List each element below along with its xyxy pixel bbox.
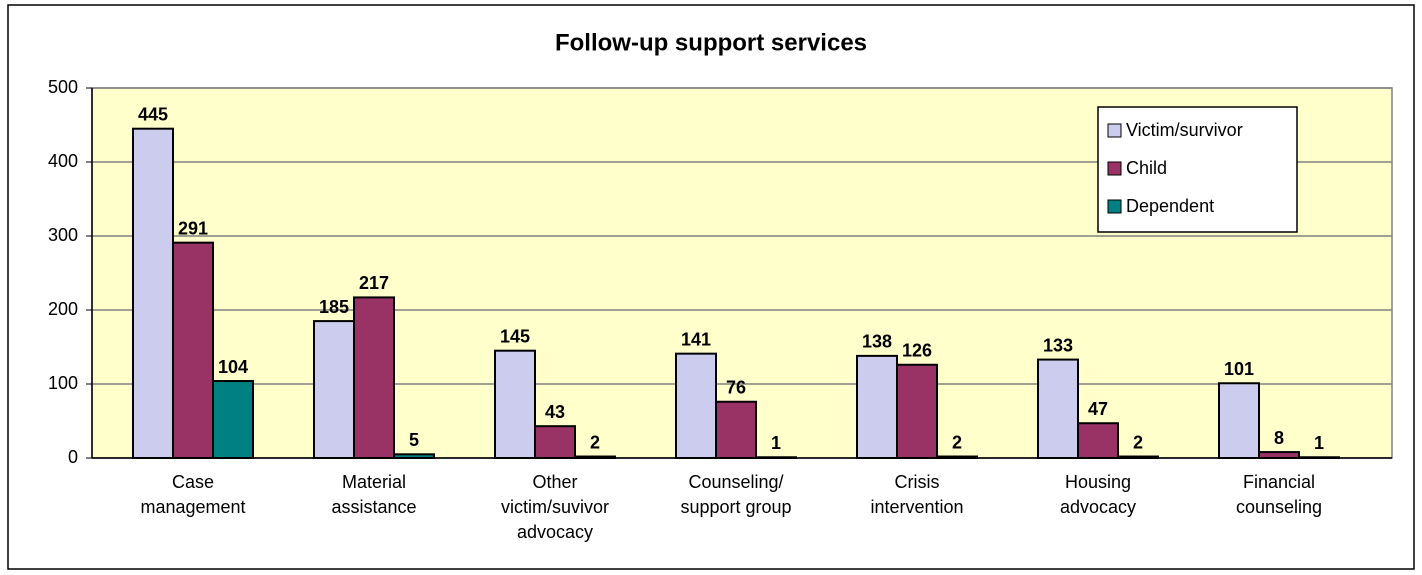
value-label: 47: [1088, 399, 1108, 419]
value-label: 141: [681, 329, 711, 349]
legend-label: Victim/survivor: [1126, 120, 1243, 140]
y-tick-label: 500: [48, 77, 78, 97]
bar: [494, 349, 536, 460]
value-label: 8: [1274, 428, 1284, 448]
legend-label: Child: [1126, 158, 1167, 178]
bar: [132, 127, 174, 459]
x-tick-label: Housing advocacy: [1059, 472, 1137, 517]
bar: [353, 296, 395, 460]
legend-label: Dependent: [1126, 196, 1214, 216]
bar: [534, 425, 576, 459]
value-label: 445: [138, 104, 168, 124]
bar: [393, 453, 435, 459]
bar: [936, 455, 978, 459]
value-label: 126: [902, 341, 932, 361]
value-label: 2: [1133, 432, 1143, 452]
value-label: 291: [178, 218, 208, 238]
value-label: 101: [1224, 359, 1254, 379]
y-tick-label: 100: [48, 373, 78, 393]
bar: [856, 354, 898, 460]
value-label: 5: [409, 430, 419, 450]
value-label: 133: [1043, 335, 1073, 355]
value-label: 43: [545, 402, 565, 422]
value-label: 217: [359, 273, 389, 293]
bar: [1077, 422, 1119, 459]
bar: [755, 456, 797, 460]
x-tick-label: Counseling/ support group: [680, 472, 792, 517]
chart-title: Follow-up support services: [555, 29, 867, 56]
value-label: 1: [1314, 433, 1324, 453]
bar: [313, 320, 355, 459]
value-label: 145: [500, 326, 530, 346]
value-label: 76: [726, 378, 746, 398]
y-tick-label: 300: [48, 225, 78, 245]
bar: [172, 241, 214, 459]
bar: [212, 380, 254, 460]
bar: [715, 400, 757, 460]
value-label: 185: [319, 297, 349, 317]
legend-swatch: [1107, 199, 1122, 214]
value-label: 104: [218, 357, 248, 377]
legend-swatch: [1107, 123, 1122, 138]
bar: [1218, 382, 1260, 460]
bar: [1298, 456, 1340, 460]
value-label: 138: [862, 332, 892, 352]
x-tick-label: Other victim/suvivor advocacy: [500, 472, 609, 542]
x-tick-label: Material assistance: [331, 472, 417, 517]
x-tick-label: Crisis intervention: [870, 472, 964, 517]
value-label: 2: [952, 432, 962, 452]
bar: [675, 352, 717, 459]
bar: [1258, 451, 1300, 459]
bar: [1117, 455, 1159, 459]
y-tick-label: 400: [48, 151, 78, 171]
y-tick-label: 0: [68, 447, 78, 467]
bar: [896, 363, 938, 460]
x-tick-label: Financial counseling: [1235, 472, 1323, 517]
legend-swatch: [1107, 161, 1122, 176]
x-tick-label: Case management: [140, 472, 246, 517]
value-label: 1: [771, 433, 781, 453]
y-tick-label: 200: [48, 299, 78, 319]
bar: [1037, 358, 1079, 459]
value-label: 2: [590, 432, 600, 452]
bar: [574, 455, 616, 459]
legend-box: [1097, 106, 1298, 233]
